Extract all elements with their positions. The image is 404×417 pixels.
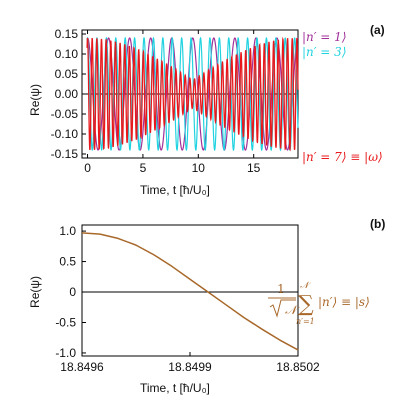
panel-a-series — [86, 36, 299, 152]
x-tick-label: 0 — [84, 161, 91, 175]
x-tick-label: 18.8499 — [168, 360, 212, 374]
legend-entry-n3: |n′ = 3⟩ — [302, 45, 347, 59]
panel-b-label: (b) — [370, 217, 385, 231]
panel-b-y-axis-label: Re(ψ) — [28, 276, 42, 308]
panel-b-y-ticks: 1.0 0.5 0 -0.5 -1.0 — [55, 224, 86, 360]
panel-b: 18.8496 18.8499 18.8502 1.0 0.5 0 -0.5 -1.0 (b… — [28, 217, 385, 395]
panel-b-x-axis-label: Time, t [ħ/U₀] — [140, 381, 210, 395]
annotation-numerator: 1 — [277, 282, 285, 296]
y-tick-label: 0.10 — [55, 47, 79, 61]
panel-a-y-axis-label: Re(ψ) — [28, 84, 42, 116]
legend-entry-n1: |n′ = 1⟩ — [302, 30, 347, 44]
annotation-sum-sign: ∑ — [298, 292, 314, 317]
y-tick-label: 0.15 — [55, 27, 79, 41]
y-tick-label: -0.15 — [51, 147, 79, 161]
annotation-sqrt-arg: 𝒩 — [285, 303, 300, 317]
y-tick-label: -0.10 — [51, 127, 79, 141]
annotation-suffix: |n′⟩ ≡ |s⟩ — [318, 295, 370, 309]
x-tick-label: 18.8502 — [276, 360, 320, 374]
x-tick-label: 18.8496 — [60, 360, 104, 374]
panel-b-frame — [81, 224, 299, 357]
y-tick-label: -0.5 — [55, 315, 76, 329]
panel-a-x-ticks: 0 5 10 15 — [84, 30, 261, 175]
panel-a: 0 5 10 15 0.15 0.10 0.05 0.00 -0.05 -0.10 -0.15 (… — [28, 23, 385, 197]
y-tick-label: 0.5 — [59, 255, 76, 269]
annotation-sum-top: 𝒩 — [300, 281, 312, 291]
series-line-s — [81, 232, 299, 351]
y-tick-label: 1.0 — [59, 224, 76, 238]
y-tick-label: -1.0 — [55, 346, 76, 360]
annotation-sum-bottom: n′=1 — [296, 317, 315, 326]
panel-a-x-axis-label: Time, t [ħ/U₀] — [140, 183, 210, 197]
y-tick-label: 0.00 — [55, 87, 79, 101]
panel-b-series — [81, 232, 299, 351]
panel-b-annotation: 1 𝒩 𝒩 ∑ n′=1 |n′⟩ ≡ |s⟩ — [268, 281, 370, 326]
y-tick-label: -0.05 — [51, 107, 79, 121]
x-tick-label: 15 — [247, 161, 261, 175]
panel-a-y-ticks: 0.15 0.10 0.05 0.00 -0.05 -0.10 -0.15 — [51, 27, 86, 161]
x-tick-label: 5 — [140, 161, 147, 175]
x-tick-label: 10 — [192, 161, 206, 175]
legend-entry-n7: |n′ = 7⟩ ≡ |ω⟩ — [302, 150, 383, 164]
panel-b-x-ticks: 18.8496 18.8499 18.8502 — [60, 352, 320, 374]
annotation-sqrt-sign — [269, 299, 296, 318]
series-line-3 — [86, 36, 299, 152]
panel-a-legend: |n′ = 1⟩ |n′ = 3⟩ |n′ = 7⟩ ≡ |ω⟩ — [302, 30, 383, 164]
y-tick-label: 0 — [69, 285, 76, 299]
panel-a-label: (a) — [370, 23, 385, 37]
y-tick-label: 0.05 — [55, 67, 79, 81]
